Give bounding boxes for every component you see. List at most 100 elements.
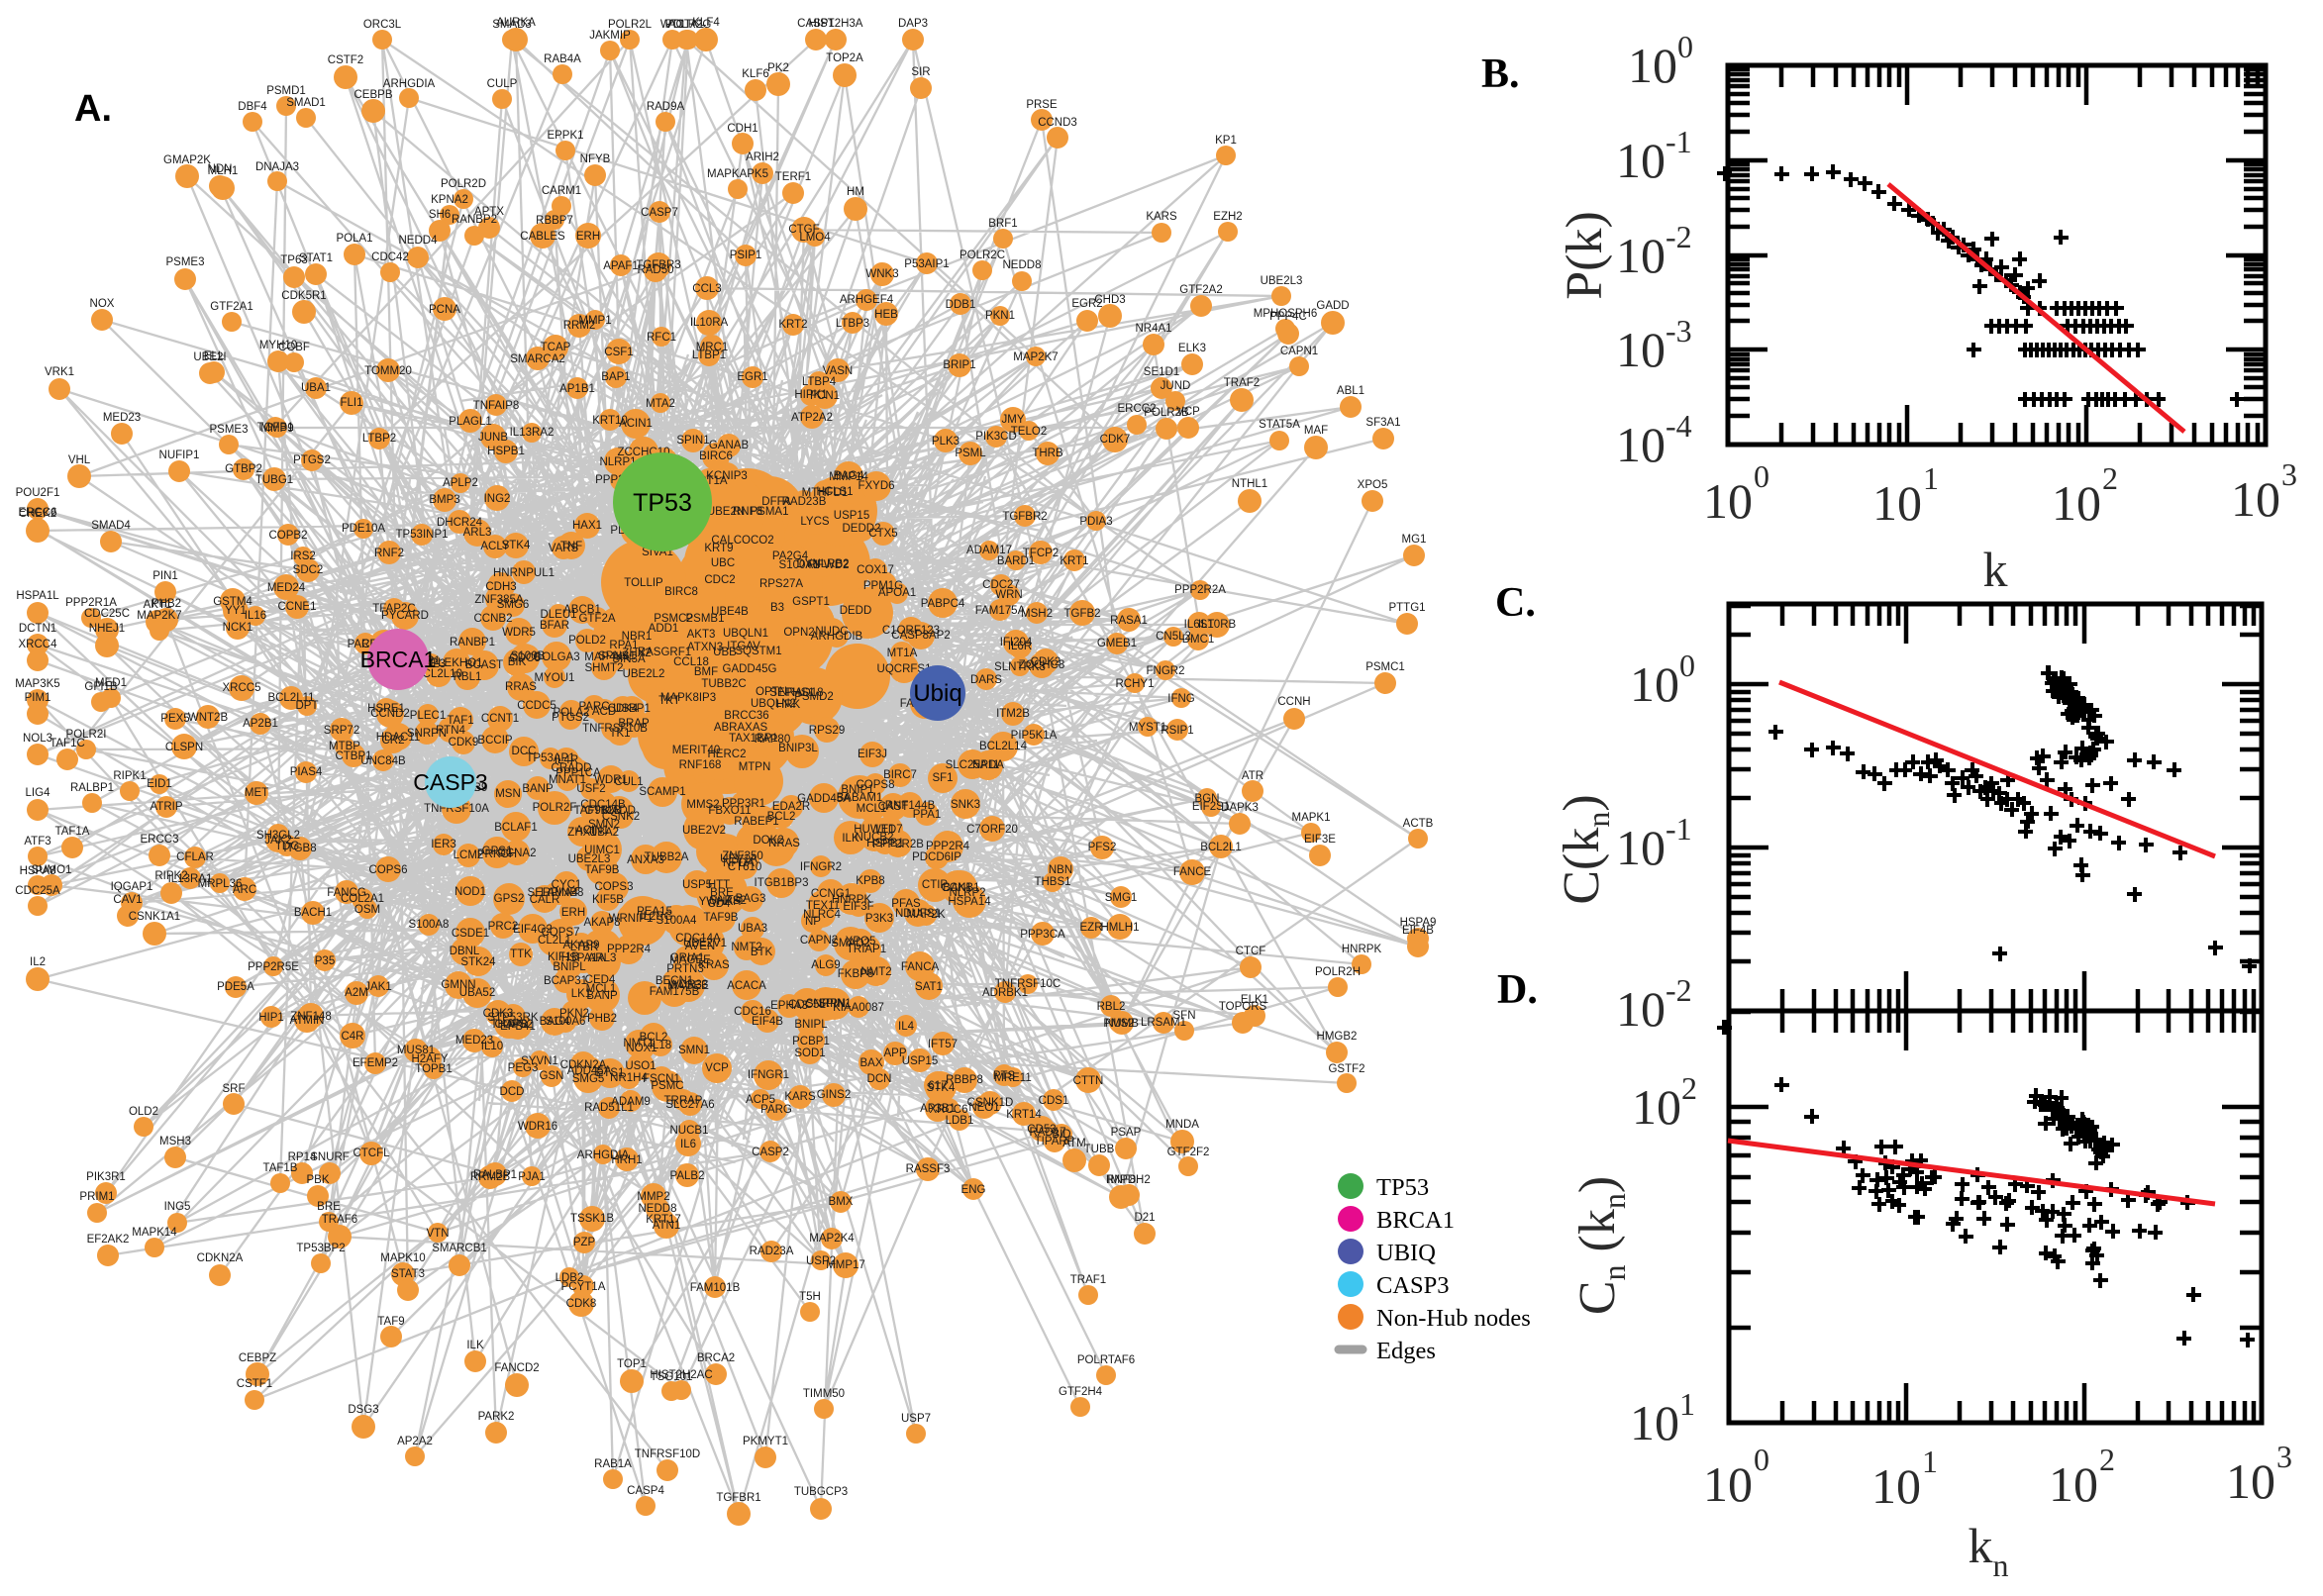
svg-text:CTCFL: CTCFL (353, 1147, 390, 1159)
svg-text:PSMD2: PSMD2 (794, 691, 834, 703)
svg-text:PTS: PTS (993, 1070, 1016, 1082)
svg-text:CDC2: CDC2 (704, 574, 735, 586)
svg-text:ARHGDIB: ARHGDIB (811, 631, 863, 643)
svg-text:RNF8: RNF8 (733, 506, 762, 518)
svg-text:PA2G4: PA2G4 (772, 550, 809, 562)
svg-text:LCM2: LCM2 (454, 849, 484, 861)
svg-text:PCBP1: PCBP1 (792, 1036, 830, 1047)
svg-text:BANP: BANP (586, 990, 618, 1002)
svg-text:TP53INP1: TP53INP1 (395, 529, 448, 541)
svg-text:SARS2: SARS2 (709, 895, 747, 907)
svg-text:DCN: DCN (867, 1073, 892, 1085)
svg-text:POLA2: POLA2 (553, 707, 589, 719)
svg-text:TAX1BP1: TAX1BP1 (729, 733, 778, 745)
svg-text:UBIQ: UBIQ (1376, 1240, 1436, 1266)
svg-text:BIRC8: BIRC8 (664, 586, 698, 598)
svg-text:CCNE1: CCNE1 (278, 601, 317, 613)
svg-text:NTHL1: NTHL1 (1232, 478, 1267, 490)
svg-text:CHEK2: CHEK2 (19, 508, 56, 520)
svg-text:TKT: TKT (658, 695, 680, 707)
svg-text:BCCIP: BCCIP (477, 735, 512, 747)
svg-text:USF2: USF2 (576, 783, 605, 795)
svg-text:NUFIP1: NUFIP1 (159, 449, 200, 461)
svg-text:LTBP2: LTBP2 (362, 433, 396, 445)
svg-text:KCNIP3: KCNIP3 (706, 470, 748, 482)
svg-text:IFT57: IFT57 (928, 1039, 958, 1050)
svg-text:CDK4: CDK4 (608, 703, 639, 715)
svg-text:COPS6: COPS6 (369, 864, 408, 876)
svg-text:TELO2: TELO2 (1011, 426, 1047, 438)
svg-text:BCLAF1: BCLAF1 (494, 822, 537, 834)
svg-text:CCL18: CCL18 (673, 656, 709, 668)
svg-text:PFAS: PFAS (891, 898, 921, 910)
svg-text:LDB2: LDB2 (556, 1272, 584, 1284)
svg-text:PTGS2: PTGS2 (552, 712, 589, 724)
svg-text:ERH: ERH (561, 907, 585, 919)
svg-text:STAT5A: STAT5A (1259, 419, 1300, 431)
svg-text:KRT2: KRT2 (778, 319, 807, 331)
svg-text:GADD: GADD (1316, 300, 1349, 312)
svg-text:SRP72: SRP72 (324, 725, 359, 737)
svg-text:AKAP8: AKAP8 (583, 917, 620, 929)
svg-text:POLR2I: POLR2I (66, 729, 107, 741)
svg-text:HUWE1: HUWE1 (854, 824, 895, 836)
svg-text:COPB2: COPB2 (269, 530, 308, 542)
svg-text:UBQLN1: UBQLN1 (723, 628, 768, 640)
svg-text:ILK: ILK (842, 833, 859, 845)
svg-text:CASP1: CASP1 (797, 18, 835, 30)
svg-text:RAP80: RAP80 (755, 734, 790, 746)
svg-text:IFNGR2: IFNGR2 (800, 861, 842, 873)
svg-text:CL2L1: CL2L1 (538, 935, 571, 947)
svg-text:MED23: MED23 (455, 1035, 493, 1047)
svg-text:GMAP2K: GMAP2K (163, 154, 211, 166)
svg-text:ATF3: ATF3 (24, 836, 50, 848)
svg-text:10: 10 (1703, 473, 1753, 529)
svg-text:10: 10 (1616, 322, 1666, 377)
svg-text:TUBB: TUBB (1084, 1144, 1115, 1155)
svg-text:MAPK14: MAPK14 (132, 1227, 177, 1239)
svg-text:NUDC: NUDC (815, 626, 848, 638)
svg-text:RAD17: RAD17 (1029, 1127, 1065, 1139)
svg-text:UBE2L3: UBE2L3 (568, 853, 611, 865)
svg-text:TGFB1: TGFB1 (256, 422, 293, 434)
svg-text:BNIP3L: BNIP3L (778, 743, 818, 754)
svg-text:NOX1: NOX1 (626, 1043, 656, 1054)
svg-text:GADD45A: GADD45A (797, 793, 851, 805)
svg-text:BRE: BRE (710, 887, 734, 899)
svg-text:TNFAIP8: TNFAIP8 (473, 400, 520, 412)
svg-text:CABLES: CABLES (520, 231, 565, 243)
svg-text:IL16: IL16 (245, 610, 266, 622)
svg-text:ACACA: ACACA (727, 980, 766, 992)
svg-text:BIK: BIK (508, 656, 527, 668)
svg-text:RASSF3: RASSF3 (906, 1163, 951, 1175)
svg-text:KP1: KP1 (1215, 135, 1237, 147)
svg-text:SMG5: SMG5 (572, 1073, 605, 1085)
svg-text:Edges: Edges (1376, 1338, 1436, 1364)
svg-text:PDE10A: PDE10A (342, 523, 385, 535)
svg-text:VARS: VARS (549, 543, 579, 554)
svg-text:D21: D21 (1134, 1212, 1155, 1224)
svg-text:MAPK1: MAPK1 (1292, 812, 1331, 824)
svg-text:GOLGA3: GOLGA3 (533, 651, 579, 663)
svg-text:PSME3: PSME3 (210, 424, 249, 436)
svg-text:617: 617 (928, 1080, 947, 1092)
svg-text:MMS2: MMS2 (686, 799, 719, 811)
svg-text:HTT: HTT (708, 879, 730, 891)
svg-text:ETS1: ETS1 (596, 1067, 625, 1079)
svg-text:SDC2: SDC2 (293, 564, 324, 576)
svg-text:PSMC: PSMC (651, 1080, 683, 1092)
svg-text:STAT1: STAT1 (299, 252, 333, 264)
svg-text:DSG3: DSG3 (348, 1404, 378, 1416)
svg-text:BCL2: BCL2 (767, 811, 796, 823)
svg-text:DARS: DARS (970, 674, 1002, 686)
svg-text:CT610: CT610 (728, 861, 762, 873)
svg-text:S100A1: S100A1 (779, 559, 820, 571)
svg-text:SYVN1: SYVN1 (521, 1055, 558, 1067)
svg-text:NLRP1: NLRP1 (599, 456, 636, 468)
svg-text:RANBP1: RANBP1 (450, 637, 495, 648)
svg-text:10: 10 (1616, 981, 1666, 1037)
svg-text:CSDE1: CSDE1 (452, 928, 489, 940)
svg-text:DCD: DCD (500, 1086, 525, 1098)
svg-text:CCNB2: CCNB2 (474, 613, 513, 625)
svg-text:UBE4B: UBE4B (711, 606, 749, 618)
